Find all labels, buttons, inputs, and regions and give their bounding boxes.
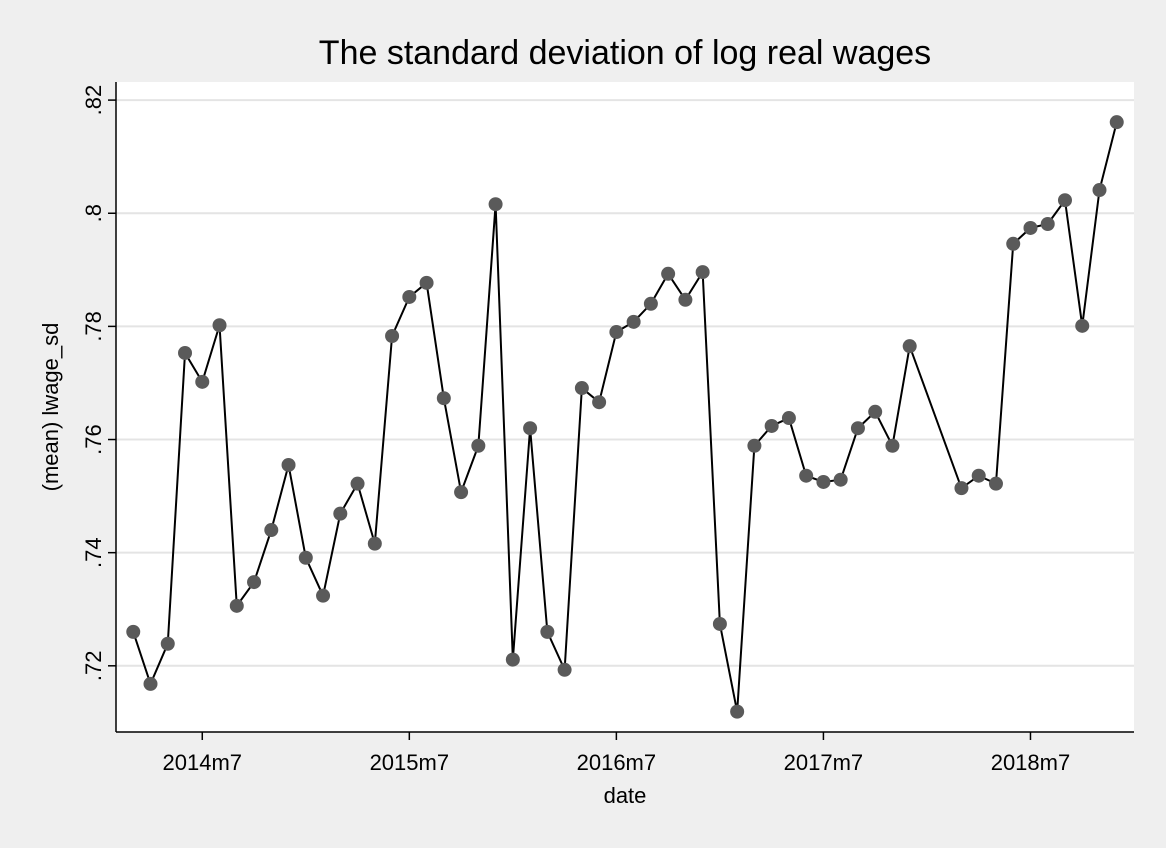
y-axis-label: (mean) lwage_sd	[38, 323, 63, 492]
marker	[212, 318, 227, 333]
marker	[661, 266, 676, 281]
y-tick-label: .78	[81, 311, 106, 342]
marker	[574, 381, 589, 396]
marker	[712, 616, 727, 631]
marker	[1075, 318, 1090, 333]
marker	[454, 485, 469, 500]
y-tick-label: .74	[81, 537, 106, 568]
marker	[902, 339, 917, 354]
marker	[764, 418, 779, 433]
marker	[781, 411, 796, 426]
chart-title: The standard deviation of log real wages	[319, 34, 931, 72]
marker	[868, 404, 883, 419]
marker	[988, 476, 1003, 491]
marker	[730, 704, 745, 719]
marker	[1092, 183, 1107, 198]
marker	[385, 329, 400, 344]
marker	[126, 624, 141, 639]
x-axis-label: date	[604, 783, 647, 808]
marker	[298, 550, 313, 565]
x-tick-label: 2015m7	[370, 750, 450, 775]
marker	[505, 652, 520, 667]
marker	[592, 395, 607, 410]
marker	[850, 421, 865, 436]
marker	[1040, 216, 1055, 231]
y-tick-label: .72	[81, 651, 106, 682]
x-tick-label: 2018m7	[991, 750, 1071, 775]
marker	[971, 468, 986, 483]
marker	[367, 536, 382, 551]
marker	[195, 374, 210, 389]
marker	[281, 457, 296, 472]
line	[132, 121, 1118, 712]
marker	[747, 438, 762, 453]
marker	[609, 325, 624, 340]
marker	[402, 289, 417, 304]
x-tick-label: 2017m7	[784, 750, 864, 775]
marker	[143, 676, 158, 691]
marker	[1023, 220, 1038, 235]
marker	[643, 296, 658, 311]
marker	[1057, 193, 1072, 208]
y-tick-label: .82	[81, 85, 106, 116]
marker	[436, 391, 451, 406]
marker	[678, 292, 693, 307]
y-tick-label: .76	[81, 424, 106, 455]
marker	[885, 438, 900, 453]
marker	[316, 588, 331, 603]
marker	[229, 598, 244, 613]
marker	[264, 523, 279, 538]
marker	[419, 275, 434, 290]
marker	[816, 474, 831, 489]
marker	[799, 468, 814, 483]
marker	[1109, 115, 1124, 130]
x-tick-label: 2016m7	[577, 750, 657, 775]
marker	[695, 265, 710, 280]
marker	[954, 481, 969, 496]
marker	[178, 345, 193, 360]
marker	[247, 575, 262, 590]
marker	[471, 438, 486, 453]
marker	[160, 636, 175, 651]
marker	[833, 472, 848, 487]
marker	[488, 197, 503, 212]
y-tick-label: .8	[81, 204, 106, 222]
plot-area	[116, 82, 1134, 732]
marker	[540, 624, 555, 639]
x-tick-label: 2014m7	[163, 750, 243, 775]
marker	[557, 662, 572, 677]
marker	[1006, 236, 1021, 251]
marker	[350, 476, 365, 491]
marker	[333, 506, 348, 521]
marker	[626, 314, 641, 329]
marker	[523, 421, 538, 436]
